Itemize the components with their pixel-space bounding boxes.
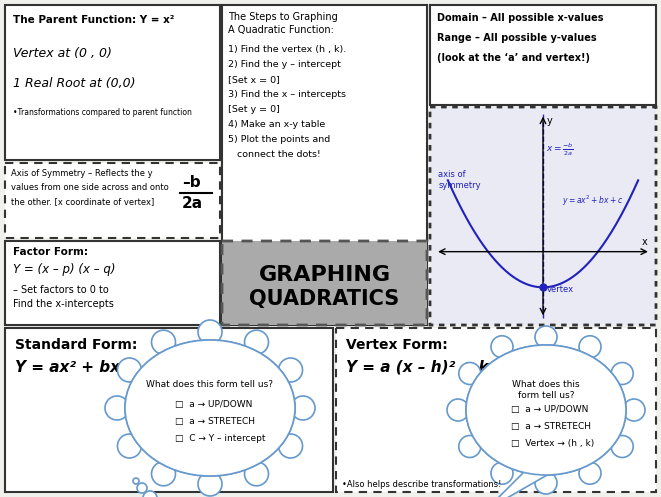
FancyBboxPatch shape: [5, 241, 220, 325]
Circle shape: [245, 330, 268, 354]
Text: [Set y = 0]: [Set y = 0]: [228, 105, 280, 114]
Text: Factor Form:: Factor Form:: [13, 247, 88, 257]
Circle shape: [611, 362, 633, 385]
Text: 1) Find the vertex (h , k).: 1) Find the vertex (h , k).: [228, 45, 346, 54]
Text: values from one side across and onto: values from one side across and onto: [11, 183, 169, 192]
Text: □  C → Y – intercept: □ C → Y – intercept: [175, 434, 266, 443]
Circle shape: [291, 396, 315, 420]
Text: Axis of Symmetry – Reflects the y: Axis of Symmetry – Reflects the y: [11, 169, 153, 178]
Text: □  a → STRETECH: □ a → STRETECH: [511, 422, 591, 431]
Text: Find the x-intercepts: Find the x-intercepts: [13, 299, 114, 309]
Circle shape: [535, 472, 557, 494]
Text: $y = ax^2 + bx + c$: $y = ax^2 + bx + c$: [562, 194, 623, 208]
Circle shape: [245, 462, 268, 486]
Text: QUADRATICS: QUADRATICS: [249, 289, 400, 309]
Text: 4) Make an x-y table: 4) Make an x-y table: [228, 120, 325, 129]
Circle shape: [278, 434, 303, 458]
FancyBboxPatch shape: [5, 5, 220, 160]
Circle shape: [447, 399, 469, 421]
Circle shape: [133, 478, 139, 484]
Circle shape: [137, 483, 147, 493]
Circle shape: [491, 336, 513, 358]
Text: Standard Form:: Standard Form:: [15, 338, 137, 352]
Text: □  a → UP/DOWN: □ a → UP/DOWN: [511, 405, 588, 414]
Circle shape: [611, 435, 633, 458]
Text: Y = ax² + bx + c: Y = ax² + bx + c: [15, 360, 152, 375]
Text: $x = \frac{-b}{2a}$: $x = \frac{-b}{2a}$: [546, 141, 574, 158]
Ellipse shape: [125, 340, 295, 476]
FancyBboxPatch shape: [430, 107, 656, 325]
Text: The Parent Function: Y = x²: The Parent Function: Y = x²: [13, 15, 175, 25]
Circle shape: [579, 336, 601, 358]
Circle shape: [198, 320, 222, 344]
Text: Vertex Form:: Vertex Form:: [346, 338, 447, 352]
Text: (look at the ‘a’ and vertex!): (look at the ‘a’ and vertex!): [437, 53, 590, 63]
Text: –b: –b: [182, 175, 201, 190]
Circle shape: [151, 462, 176, 486]
Text: What does this
form tell us?: What does this form tell us?: [512, 380, 580, 400]
FancyBboxPatch shape: [5, 163, 220, 238]
Circle shape: [459, 435, 481, 458]
Text: The Steps to Graphing
A Quadratic Function:: The Steps to Graphing A Quadratic Functi…: [228, 12, 338, 35]
Text: □  Vertex → (h , k): □ Vertex → (h , k): [511, 439, 594, 448]
Circle shape: [118, 434, 141, 458]
Text: y: y: [547, 116, 553, 126]
Text: connect the dots!: connect the dots!: [228, 150, 321, 159]
Text: □  a → UP/DOWN: □ a → UP/DOWN: [175, 400, 253, 409]
Text: 5) Plot the points and: 5) Plot the points and: [228, 135, 330, 144]
Text: axis of
symmetry: axis of symmetry: [438, 170, 481, 190]
Text: 3) Find the x – intercepts: 3) Find the x – intercepts: [228, 90, 346, 99]
Text: •Also helps describe transformations!: •Also helps describe transformations!: [342, 480, 502, 489]
Text: Vertex at (0 , 0): Vertex at (0 , 0): [13, 47, 112, 60]
Circle shape: [118, 358, 141, 382]
Polygon shape: [486, 470, 556, 497]
Text: vertex: vertex: [547, 285, 574, 294]
Circle shape: [579, 462, 601, 484]
Text: Y = a (x – h)² + k: Y = a (x – h)² + k: [346, 360, 488, 375]
Circle shape: [151, 330, 176, 354]
Ellipse shape: [125, 340, 295, 476]
Text: What does this form tell us?: What does this form tell us?: [147, 380, 274, 389]
Circle shape: [623, 399, 645, 421]
Ellipse shape: [466, 345, 626, 475]
Text: □  a → STRETECH: □ a → STRETECH: [175, 417, 255, 426]
Circle shape: [278, 358, 303, 382]
Text: •Transformations compared to parent function: •Transformations compared to parent func…: [13, 108, 192, 117]
Circle shape: [105, 396, 129, 420]
Circle shape: [491, 462, 513, 484]
Circle shape: [459, 362, 481, 385]
Text: 2) Find the y – intercept: 2) Find the y – intercept: [228, 60, 341, 69]
Text: Y = (x – p) (x – q): Y = (x – p) (x – q): [13, 263, 116, 276]
FancyBboxPatch shape: [5, 328, 333, 492]
Text: Range – All possible y-values: Range – All possible y-values: [437, 33, 597, 43]
Ellipse shape: [466, 345, 626, 475]
FancyBboxPatch shape: [430, 5, 656, 105]
Circle shape: [143, 491, 157, 497]
Text: [Set x = 0]: [Set x = 0]: [228, 75, 280, 84]
Text: 1 Real Root at (0,0): 1 Real Root at (0,0): [13, 77, 136, 90]
Circle shape: [535, 326, 557, 348]
Text: – Set factors to 0 to: – Set factors to 0 to: [13, 285, 109, 295]
Text: GRAPHING: GRAPHING: [258, 265, 391, 285]
Text: x: x: [642, 237, 648, 247]
Text: the other. [x coordinate of vertex]: the other. [x coordinate of vertex]: [11, 197, 154, 206]
FancyBboxPatch shape: [222, 5, 427, 325]
FancyBboxPatch shape: [336, 328, 656, 492]
Text: 2a: 2a: [182, 196, 203, 211]
FancyBboxPatch shape: [222, 241, 427, 325]
Text: Domain – All possible x-values: Domain – All possible x-values: [437, 13, 603, 23]
Circle shape: [198, 472, 222, 496]
